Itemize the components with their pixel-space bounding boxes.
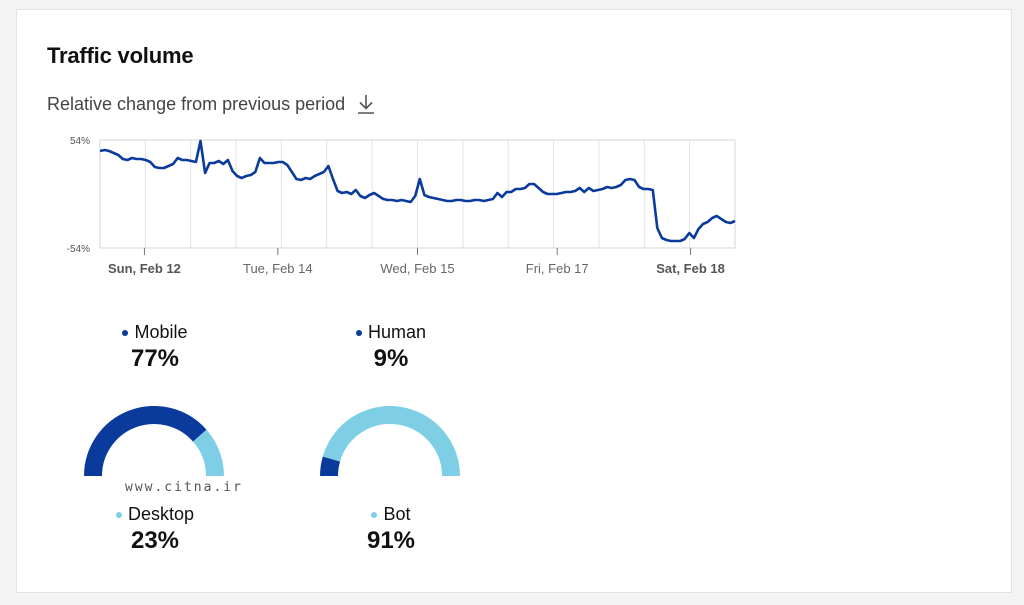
card-subtitle: Relative change from previous period: [47, 93, 346, 114]
chart-x-tick-label: Tue, Feb 14: [243, 261, 313, 276]
bot-legend-dot: [371, 511, 378, 518]
human-gauge-segment: [319, 456, 341, 477]
traffic-line-chart: 54% -54% Sun, Feb 12 Tue, Feb 14 Wed, Feb 15…: [16, 120, 756, 285]
human-legend-dot: [355, 329, 362, 336]
bot-gauge-segment: [322, 406, 460, 477]
watermark: www.citna.ir: [125, 480, 243, 495]
chart-x-tick-label: Fri, Feb 17: [526, 261, 589, 276]
card-title: Traffic volume: [47, 43, 194, 68]
desktop-value: 23%: [130, 527, 180, 554]
mobile-metric: Mobile 77%: [95, 322, 215, 373]
mobile-label: Mobile: [134, 322, 188, 342]
subtitle-row: Relative change from previous period: [47, 93, 377, 115]
download-icon[interactable]: [355, 93, 377, 115]
human-metric: Human 9%: [331, 322, 451, 373]
chart-y-tick-label: -54%: [67, 244, 90, 255]
chart-svg: 54% -54% Sun, Feb 12 Tue, Feb 14 Wed, Feb 15…: [67, 136, 736, 276]
desktop-legend-dot: [115, 511, 122, 518]
mobile-legend-dot: [122, 329, 129, 336]
chart-x-tick-label: Sun, Feb 12: [108, 261, 181, 276]
chart-x-tick-label: Sat, Feb 18: [656, 261, 725, 276]
human-label: Human: [367, 322, 427, 342]
desktop-label: Desktop: [127, 504, 195, 524]
mobile-gauge-segment: [84, 406, 207, 477]
visitor-gauge: [319, 406, 460, 483]
traffic-volume-card: Traffic volume Relative change from prev…: [16, 9, 1012, 593]
human-value: 9%: [373, 345, 409, 372]
device-gauge: [84, 406, 224, 483]
desktop-metric: Desktop 23%: [95, 504, 215, 555]
bot-value: 91%: [366, 527, 416, 554]
bot-label: Bot: [383, 504, 411, 524]
mobile-value: 77%: [130, 345, 180, 372]
chart-series-line: [99, 139, 736, 243]
chart-y-tick-label: 54%: [70, 136, 90, 147]
desktop-gauge-segment: [192, 429, 224, 477]
bot-metric: Bot 91%: [331, 504, 451, 555]
chart-x-tick-label: Wed, Feb 15: [380, 261, 454, 276]
